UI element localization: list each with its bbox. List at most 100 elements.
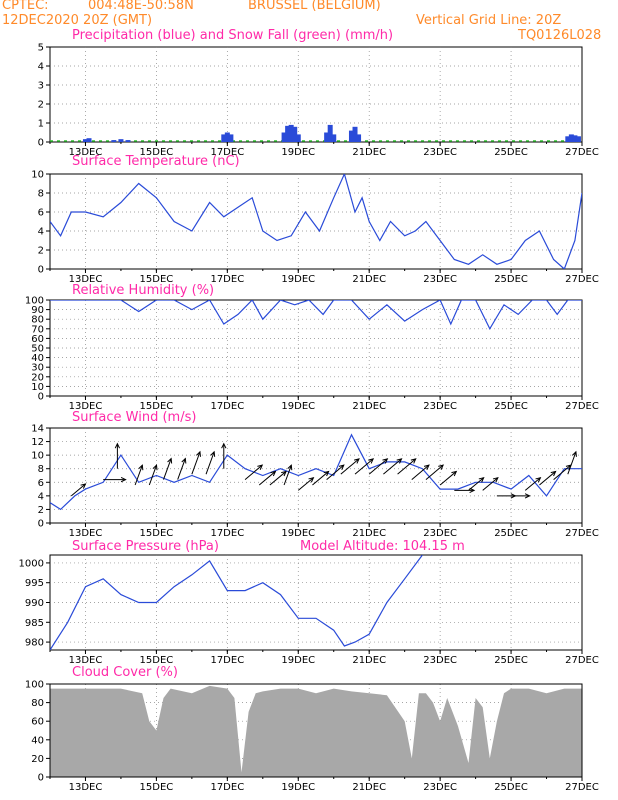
y-tick-label: 1000 bbox=[19, 558, 44, 569]
wind-arrow-head bbox=[368, 458, 375, 464]
wind-arrow-head bbox=[438, 464, 444, 470]
precip-bar bbox=[86, 138, 92, 142]
y-tick-label: 0 bbox=[38, 138, 44, 149]
x-tick-label: 19DEC bbox=[281, 401, 315, 412]
x-tick-label: 23DEC bbox=[423, 274, 457, 285]
wind-arrow-head bbox=[571, 450, 577, 457]
x-tick-label: 17DEC bbox=[210, 528, 244, 539]
wind-arrow bbox=[177, 458, 186, 480]
y-tick-label: 990 bbox=[25, 598, 44, 609]
wind-arrow-head bbox=[221, 442, 227, 449]
y-tick-label: 8 bbox=[38, 189, 44, 200]
y-tick-label: 2 bbox=[38, 100, 44, 111]
wind-arrow-head bbox=[382, 458, 389, 464]
x-tick-label: 13DEC bbox=[69, 528, 103, 539]
x-tick-label: 13DEC bbox=[69, 401, 103, 412]
wind-arrow bbox=[553, 464, 572, 480]
header-date: 12DEC2020 20Z (GMT) bbox=[2, 13, 153, 28]
wind-arrow-head bbox=[152, 464, 158, 471]
y-tick-label: 6 bbox=[38, 478, 44, 489]
precip-bar bbox=[324, 132, 330, 142]
precip-bar bbox=[224, 132, 230, 142]
panel-extra-altitude: Model Altitude: 104.15 m bbox=[300, 539, 465, 554]
x-tick-label: 23DEC bbox=[423, 655, 457, 666]
panel-title-temp: Surface Temperature (nC) bbox=[72, 154, 240, 169]
panel-cloud: 13DEC 15DEC 17DEC 19DEC 21DEC 23DEC 25DEC 27DEC… bbox=[25, 680, 599, 794]
precip-bar bbox=[281, 132, 287, 142]
x-tick-label: 15DEC bbox=[140, 782, 174, 793]
x-tick-label: 19DEC bbox=[281, 147, 315, 158]
precip-bar bbox=[125, 140, 131, 142]
x-tick-label: 21DEC bbox=[352, 274, 386, 285]
precip-bar bbox=[82, 139, 88, 142]
wind-arrow-head bbox=[308, 476, 315, 483]
precip-bar bbox=[348, 130, 354, 142]
y-tick-label: 0 bbox=[38, 773, 44, 784]
x-tick-label: 27DEC bbox=[565, 782, 599, 793]
wind-arrow-head bbox=[287, 464, 293, 471]
wind-arrow bbox=[244, 464, 263, 480]
precip-bar bbox=[575, 136, 581, 142]
wind-arrow bbox=[148, 465, 157, 486]
panel-title-cloud: Cloud Cover (%) bbox=[72, 665, 178, 680]
x-tick-label: 23DEC bbox=[423, 528, 457, 539]
plot-frame bbox=[49, 173, 583, 270]
y-tick-label: 20 bbox=[31, 754, 44, 765]
y-tick-label: 14 bbox=[31, 424, 44, 435]
x-tick-label: 19DEC bbox=[281, 655, 315, 666]
wind-arrow-head bbox=[338, 464, 345, 470]
x-tick-label: 27DEC bbox=[565, 401, 599, 412]
y-tick-label: 0 bbox=[38, 265, 44, 276]
x-tick-label: 13DEC bbox=[69, 147, 103, 158]
wind-arrow bbox=[297, 477, 314, 491]
wind-arrow-head bbox=[196, 450, 201, 457]
x-tick-label: 25DEC bbox=[494, 528, 528, 539]
wind-arrow bbox=[368, 458, 388, 475]
series-line bbox=[50, 174, 582, 269]
x-tick-label: 13DEC bbox=[69, 274, 103, 285]
x-tick-label: 21DEC bbox=[352, 401, 386, 412]
y-tick-label: 40 bbox=[31, 735, 44, 746]
y-tick-label: 60 bbox=[31, 334, 44, 345]
precip-bar bbox=[285, 125, 291, 142]
y-tick-label: 30 bbox=[31, 363, 44, 374]
wind-arrow bbox=[383, 458, 402, 475]
header-coords: 004:48E-50:58N bbox=[88, 0, 194, 13]
wind-arrow-head bbox=[550, 470, 557, 477]
x-tick-label: 21DEC bbox=[352, 782, 386, 793]
wind-arrow-head bbox=[138, 464, 144, 471]
y-tick-label: 70 bbox=[31, 324, 44, 335]
panel-wind: 13DEC 15DEC 17DEC 19DEC 21DEC 23DEC 25DEC 27DEC… bbox=[31, 424, 599, 540]
panel-precip: 13DEC 15DEC 17DEC 19DEC 21DEC 23DEC 25DEC 27DEC… bbox=[38, 43, 599, 159]
precip-bar bbox=[352, 126, 358, 142]
y-tick-label: 995 bbox=[25, 578, 44, 589]
wind-arrow bbox=[258, 471, 276, 486]
x-tick-label: 25DEC bbox=[494, 401, 528, 412]
x-tick-label: 25DEC bbox=[494, 274, 528, 285]
y-tick-label: 10 bbox=[31, 382, 44, 393]
x-tick-label: 21DEC bbox=[352, 147, 386, 158]
wind-arrow-head bbox=[478, 476, 485, 483]
wind-arrow-head bbox=[257, 464, 264, 470]
precip-bar bbox=[118, 139, 124, 142]
x-tick-label: 15DEC bbox=[140, 147, 174, 158]
y-tick-label: 4 bbox=[38, 62, 44, 73]
wind-arrow bbox=[134, 465, 143, 486]
y-tick-label: 3 bbox=[38, 81, 44, 92]
wind-arrow-head bbox=[181, 457, 187, 464]
x-tick-label: 23DEC bbox=[423, 147, 457, 158]
wind-arrow bbox=[326, 464, 345, 480]
panel-temp: 13DEC 15DEC 17DEC 19DEC 21DEC 23DEC 25DEC 27DEC… bbox=[31, 170, 599, 286]
x-tick-label: 17DEC bbox=[210, 401, 244, 412]
wind-arrow-head bbox=[469, 487, 476, 494]
y-tick-label: 80 bbox=[31, 698, 44, 709]
x-tick-label: 17DEC bbox=[210, 147, 244, 158]
y-tick-label: 1 bbox=[38, 119, 44, 130]
panel-title-pressure: Surface Pressure (hPa) bbox=[72, 539, 219, 554]
wind-arrow-head bbox=[80, 483, 87, 489]
x-tick-label: 23DEC bbox=[423, 782, 457, 793]
panel-title-wind: Surface Wind (m/s) bbox=[72, 410, 197, 425]
wind-arrow-head bbox=[120, 476, 127, 483]
y-tick-label: 0 bbox=[38, 519, 44, 530]
x-tick-label: 19DEC bbox=[281, 528, 315, 539]
